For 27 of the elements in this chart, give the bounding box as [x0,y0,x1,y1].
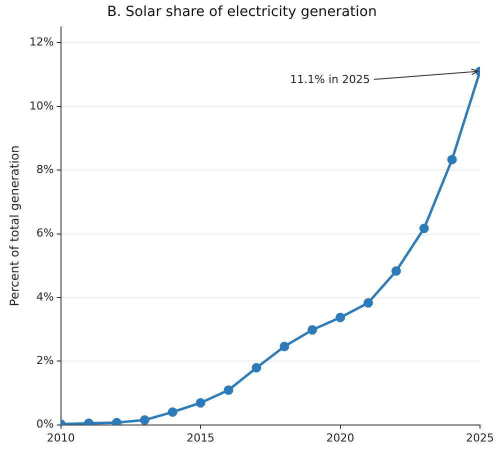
y-tick-label: 8% [36,162,54,176]
y-tick-label: 0% [36,418,54,431]
y-tick-label: 6% [36,226,54,240]
y-axis-title: Percent of total generation [7,145,22,306]
point [280,342,290,352]
y-tick-label: 4% [36,290,54,304]
point [447,154,457,164]
x-tick-label: 2015 [186,431,215,444]
point [168,407,178,417]
point [391,266,401,276]
point [363,298,373,308]
point [224,385,234,395]
chart-title: B. Solar share of electricity generation [107,4,377,20]
point [419,224,429,234]
point [196,398,206,408]
y-tick-label: 12% [29,36,54,49]
point [140,415,150,425]
point [252,363,262,373]
y-tick-label: 10% [29,99,54,112]
y-tick-label: 2% [36,354,54,367]
annotation: 11.1% in 2025 [290,73,370,86]
x-tick-label: 2020 [326,431,354,444]
point [308,325,318,335]
point [112,418,122,425]
point [336,312,346,322]
x-tick-label: 2025 [466,431,494,444]
x-tick-label: 2010 [46,431,75,444]
